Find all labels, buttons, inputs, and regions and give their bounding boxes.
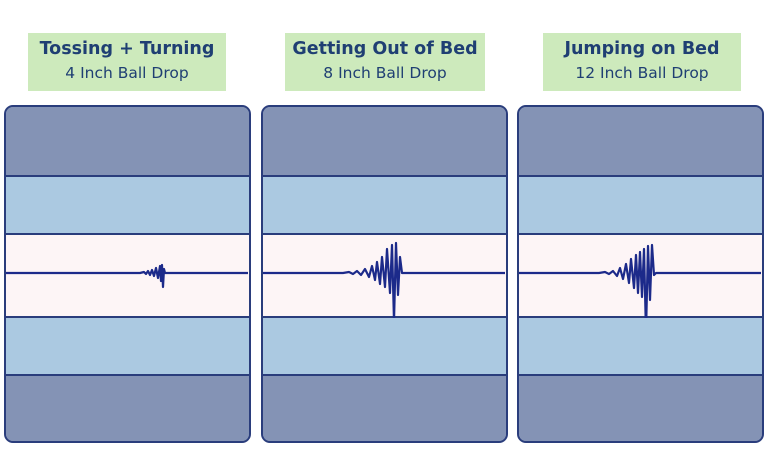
label-subtitle: 4 Inch Ball Drop [65, 64, 189, 82]
label-title: Getting Out of Bed [292, 39, 478, 59]
vibration-waveform-small [6, 263, 248, 289]
mattress-layer-center [6, 235, 249, 318]
mattress-panel-tossing-turning [4, 105, 251, 443]
waveform-line [6, 263, 248, 289]
mattress-layer-top [263, 107, 506, 177]
mattress-layer-lower [263, 318, 506, 376]
mattress-layer-lower [6, 318, 249, 376]
mattress-layer-bottom [519, 376, 762, 441]
mattress-layer-lower [519, 318, 762, 376]
vibration-waveform-medium [263, 241, 505, 318]
label-getting-out-of-bed: Getting Out of Bed 8 Inch Ball Drop [285, 33, 485, 91]
mattress-layer-bottom [263, 376, 506, 441]
label-tossing-turning: Tossing + Turning 4 Inch Ball Drop [28, 33, 226, 91]
label-subtitle: 8 Inch Ball Drop [323, 64, 447, 82]
label-title: Jumping on Bed [564, 39, 720, 59]
mattress-layer-upper [263, 177, 506, 235]
mattress-layer-upper [519, 177, 762, 235]
mattress-panel-jumping-on-bed [517, 105, 764, 443]
mattress-layer-upper [6, 177, 249, 235]
waveform-line [263, 241, 505, 318]
mattress-layer-top [6, 107, 249, 177]
mattress-layer-bottom [6, 376, 249, 441]
label-title: Tossing + Turning [39, 39, 215, 59]
vibration-waveform-large [519, 243, 761, 318]
label-jumping-on-bed: Jumping on Bed 12 Inch Ball Drop [543, 33, 741, 91]
waveform-line [519, 243, 761, 318]
mattress-panel-getting-out-of-bed [261, 105, 508, 443]
mattress-layer-top [519, 107, 762, 177]
label-subtitle: 12 Inch Ball Drop [575, 64, 709, 82]
